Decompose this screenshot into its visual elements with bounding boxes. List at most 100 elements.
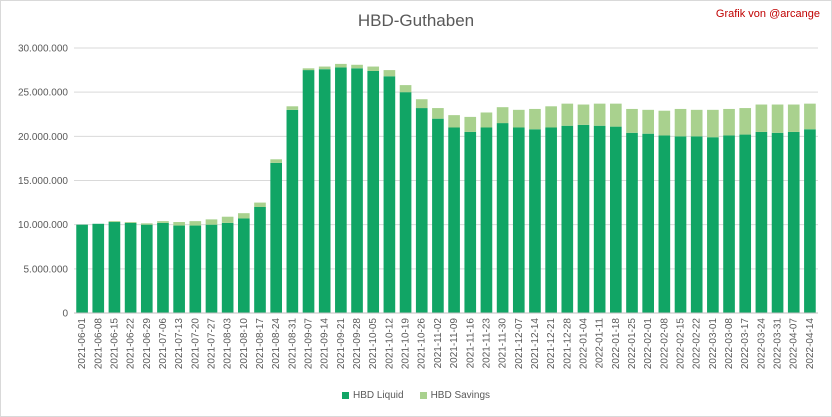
bar-hbd-savings <box>383 70 396 77</box>
bar-hbd-liquid <box>302 70 315 313</box>
x-tick-label: 2021-08-03 <box>223 318 234 370</box>
x-tick-label: 2021-09-28 <box>352 318 363 370</box>
chart-legend: HBD Liquid HBD Savings <box>0 390 832 401</box>
x-tick-label: 2021-12-07 <box>514 318 525 370</box>
legend-item-savings: HBD Savings <box>419 390 490 401</box>
bar-hbd-savings <box>464 116 477 132</box>
bar-hbd-savings <box>124 222 137 223</box>
y-tick-label: 20.000.000 <box>18 132 68 143</box>
x-tick-label: 2022-02-01 <box>643 318 654 370</box>
bar-hbd-liquid <box>448 127 460 313</box>
bar-hbd-liquid <box>286 109 299 313</box>
bar-hbd-liquid <box>205 224 218 313</box>
bar-hbd-liquid <box>707 137 719 313</box>
bar-hbd-liquid <box>92 223 105 313</box>
x-tick-label: 2021-12-21 <box>546 318 557 370</box>
bar-hbd-liquid <box>221 222 234 313</box>
bar-hbd-savings <box>674 108 687 137</box>
bar-hbd-savings <box>335 63 347 68</box>
bar-hbd-savings <box>157 221 169 223</box>
x-tick-label: 2022-03-17 <box>740 318 751 370</box>
bar-hbd-liquid <box>464 131 477 313</box>
x-tick-label: 2021-12-14 <box>530 318 541 370</box>
bar-hbd-savings <box>787 104 800 132</box>
bar-hbd-savings <box>302 68 315 71</box>
x-tick-label: 2022-01-04 <box>578 318 589 370</box>
x-tick-label: 2021-10-19 <box>401 318 412 370</box>
x-tick-label: 2021-06-15 <box>109 318 120 370</box>
x-tick-label: 2021-12-28 <box>562 318 573 370</box>
bar-hbd-savings <box>529 108 541 130</box>
x-tick-label: 2021-11-23 <box>481 318 492 369</box>
bar-hbd-savings <box>771 104 784 133</box>
bar-hbd-savings <box>238 213 250 219</box>
x-tick-label: 2022-03-08 <box>724 318 735 370</box>
chart-credit: Grafik von @arcange <box>715 8 820 20</box>
x-tick-label: 2022-04-14 <box>805 318 816 370</box>
bar-hbd-liquid <box>610 126 622 313</box>
bar-hbd-savings <box>286 106 299 110</box>
bar-hbd-savings <box>318 66 331 70</box>
bar-hbd-liquid <box>76 224 88 313</box>
bar-hbd-liquid <box>383 76 396 314</box>
bar-hbd-savings <box>755 104 768 132</box>
bar-hbd-savings <box>205 219 218 225</box>
x-tick-label: 2021-10-12 <box>384 318 395 370</box>
bar-hbd-liquid <box>432 118 444 314</box>
bar-hbd-liquid <box>593 125 606 313</box>
x-tick-label: 2021-10-26 <box>417 318 428 370</box>
x-tick-label: 2021-09-21 <box>336 318 347 370</box>
bar-hbd-savings <box>593 103 606 126</box>
x-tick-label: 2021-09-07 <box>304 318 315 370</box>
bar-hbd-liquid <box>529 129 541 313</box>
x-tick-label: 2021-10-05 <box>368 318 379 370</box>
bar-hbd-liquid <box>238 218 250 313</box>
bar-hbd-liquid <box>561 125 574 313</box>
x-tick-label: 2021-06-22 <box>126 318 137 370</box>
bar-hbd-savings <box>658 110 671 136</box>
chart-title: HBD-Guthaben <box>357 11 475 30</box>
bar-hbd-liquid <box>124 222 137 313</box>
x-tick-label: 2021-08-10 <box>239 318 250 370</box>
bar-hbd-savings <box>432 108 444 119</box>
x-tick-label: 2021-11-16 <box>465 318 476 369</box>
bar-hbd-savings <box>254 202 266 207</box>
bar-hbd-savings <box>723 108 735 136</box>
bar-hbd-liquid <box>173 225 185 313</box>
x-tick-label: 2021-11-02 <box>433 318 444 369</box>
bar-hbd-savings <box>707 109 719 138</box>
x-tick-label: 2022-01-18 <box>611 318 622 370</box>
bar-hbd-liquid <box>415 108 428 313</box>
bar-hbd-savings <box>351 64 363 69</box>
bar-hbd-savings <box>642 109 654 134</box>
bar-hbd-liquid <box>739 134 752 313</box>
bar-hbd-savings <box>804 103 816 130</box>
bar-hbd-savings <box>739 108 752 135</box>
x-tick-label: 2021-08-31 <box>287 318 298 370</box>
y-tick-label: 10.000.000 <box>18 220 68 231</box>
bar-hbd-liquid <box>771 132 784 313</box>
x-tick-label: 2021-11-30 <box>498 318 509 369</box>
bar-hbd-liquid <box>399 92 412 314</box>
x-tick-label: 2021-09-14 <box>320 318 331 370</box>
x-tick-label: 2022-02-22 <box>692 318 703 370</box>
legend-swatch-liquid <box>341 392 349 399</box>
bar-hbd-savings <box>399 85 412 93</box>
bar-hbd-savings <box>512 109 525 128</box>
bar-hbd-liquid <box>545 127 557 313</box>
x-tick-label: 2021-08-17 <box>255 318 266 370</box>
legend-item-liquid: HBD Liquid <box>341 390 404 401</box>
y-tick-label: 0 <box>62 309 68 320</box>
bar-hbd-savings <box>626 108 638 133</box>
x-tick-label: 2021-06-08 <box>93 318 104 370</box>
bar-hbd-liquid <box>270 162 282 313</box>
bar-hbd-savings <box>496 107 509 124</box>
bar-hbd-savings <box>610 103 622 127</box>
bar-hbd-savings <box>561 103 574 126</box>
bar-hbd-liquid <box>626 132 638 313</box>
bar-hbd-liquid <box>723 135 735 313</box>
y-tick-label: 15.000.000 <box>18 176 68 187</box>
bar-hbd-liquid <box>189 225 202 313</box>
x-tick-label: 2021-07-20 <box>190 318 201 370</box>
bar-hbd-savings <box>690 109 703 137</box>
